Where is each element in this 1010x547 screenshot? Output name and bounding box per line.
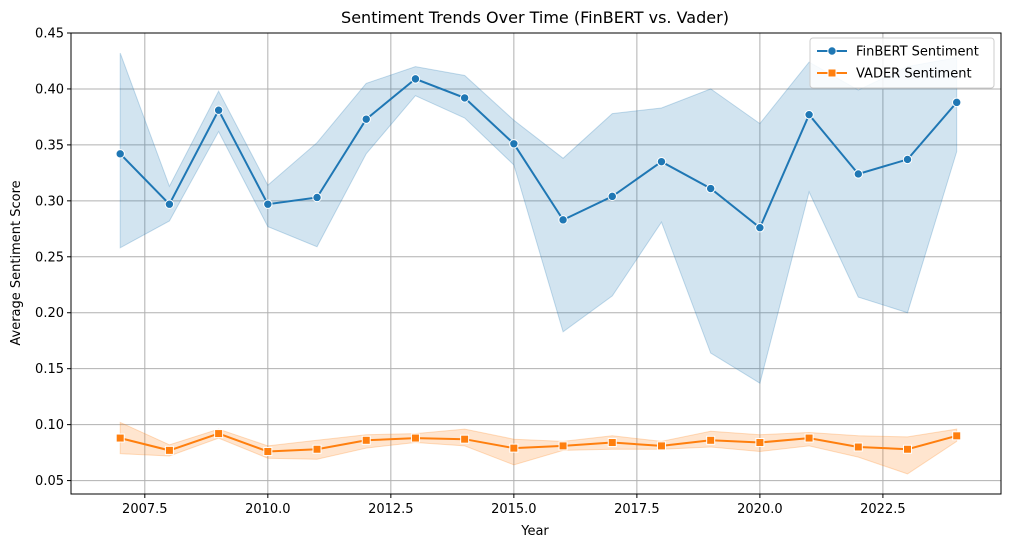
data-point	[706, 435, 716, 445]
x-axis-title: Year	[520, 524, 549, 539]
data-point	[263, 446, 273, 456]
y-tick-label: 0.30	[35, 194, 64, 209]
data-point	[460, 434, 470, 444]
y-tick-label: 0.25	[35, 250, 64, 265]
chart-title: Sentiment Trends Over Time (FinBERT vs. …	[341, 8, 729, 27]
data-point	[213, 105, 224, 115]
data-point	[952, 97, 962, 108]
y-tick-label: 0.05	[35, 474, 64, 489]
legend-label: FinBERT Sentiment	[856, 45, 979, 60]
y-tick-label: 0.10	[35, 418, 64, 433]
data-point	[656, 441, 666, 451]
data-point	[755, 222, 765, 233]
data-point	[558, 441, 568, 451]
data-point	[263, 199, 273, 209]
legend: FinBERT Sentiment VADER Sentiment	[809, 37, 995, 89]
data-point	[755, 438, 765, 448]
data-point	[607, 438, 617, 448]
data-point	[459, 93, 470, 103]
x-tick-label: 2012.5	[368, 502, 414, 517]
y-tick-label: 0.35	[35, 138, 64, 153]
data-point	[115, 149, 125, 159]
confidence-band-finbert	[119, 52, 958, 384]
y-axis-ticks: 0.05 0.10 0.15 0.20 0.25 0.30 0.35 0.40 0.45	[35, 27, 71, 489]
data-point	[361, 435, 371, 445]
y-tick-label: 0.20	[35, 306, 64, 321]
y-axis-title: Average Sentiment Score	[9, 180, 24, 345]
confidence-bands	[119, 52, 958, 475]
data-point	[952, 431, 962, 441]
plot-frame	[70, 32, 1002, 495]
legend-box	[809, 37, 995, 89]
data-point	[509, 139, 519, 149]
confidence-band-vader	[119, 421, 958, 475]
data-point	[607, 191, 617, 202]
data-point	[361, 114, 371, 124]
series-markers	[115, 74, 962, 456]
legend-swatch-marker	[827, 68, 837, 78]
data-point	[164, 199, 175, 209]
y-tick-label: 0.15	[35, 362, 64, 377]
data-point	[804, 109, 814, 120]
data-point	[164, 445, 174, 455]
series-line-finbert	[119, 77, 958, 230]
series-lines	[119, 77, 958, 453]
legend-swatch-marker	[827, 46, 837, 56]
x-tick-label: 2022.5	[860, 502, 906, 517]
data-point	[115, 433, 125, 443]
data-point	[558, 215, 568, 225]
x-axis-ticks: 2007.5 2010.0 2012.5 2015.0 2017.5 2020.0 2022…	[122, 494, 906, 517]
data-point	[853, 169, 864, 179]
data-point	[509, 443, 519, 453]
data-point	[804, 433, 814, 443]
data-point	[214, 429, 224, 439]
y-tick-label: 0.45	[35, 27, 64, 42]
x-tick-label: 2007.5	[122, 502, 168, 517]
data-point	[902, 154, 913, 165]
data-point	[705, 183, 716, 194]
y-tick-label: 0.40	[35, 82, 64, 97]
grid-lines	[71, 32, 1001, 494]
data-point	[903, 444, 913, 454]
legend-label: VADER Sentiment	[856, 67, 972, 82]
data-point	[312, 444, 322, 454]
x-tick-label: 2010.0	[245, 502, 291, 517]
data-point	[853, 442, 863, 452]
x-tick-label: 2020.0	[737, 502, 783, 517]
data-point	[312, 192, 322, 203]
x-tick-label: 2015.0	[491, 502, 537, 517]
x-tick-label: 2017.5	[614, 502, 660, 517]
data-point	[410, 74, 421, 84]
series-line-vader	[119, 432, 957, 453]
data-point	[656, 156, 667, 167]
data-point	[410, 433, 420, 443]
